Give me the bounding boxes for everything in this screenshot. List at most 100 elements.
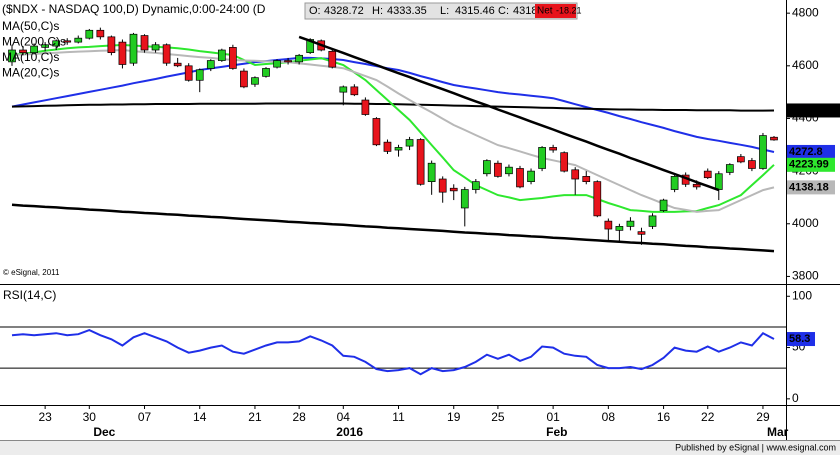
candle-body	[549, 147, 557, 151]
candle-body	[659, 199, 668, 211]
x-tick-label: 23	[38, 410, 52, 424]
candle-body	[251, 77, 259, 85]
candle-body	[372, 118, 381, 146]
candle-body	[52, 40, 61, 47]
candle-body	[692, 183, 701, 188]
legend-entry: MA(20,C)s	[2, 66, 59, 80]
x-tick-label: 04	[337, 410, 351, 424]
candle-body	[527, 170, 535, 182]
candle-body	[361, 99, 370, 115]
last-value-box	[787, 180, 835, 195]
net-box	[535, 4, 576, 18]
last-value-label: 4223.99	[789, 159, 829, 171]
ohlc-label: L:	[440, 5, 449, 17]
candle-body	[184, 65, 193, 81]
candle-body	[560, 152, 569, 172]
candle-body	[703, 170, 712, 179]
candle-body	[416, 139, 425, 185]
candle-body	[118, 41, 127, 65]
candle-body	[339, 86, 348, 93]
footer-text: Published by eSignal | www.esignal.com	[675, 442, 836, 452]
x-tick-label: 11	[392, 410, 405, 424]
last-value-label: 4138.18	[789, 181, 829, 193]
net-change: -18.21	[556, 5, 582, 15]
x-tick-label: 19	[447, 410, 461, 424]
month-label: Dec	[93, 425, 115, 439]
x-tick-label: 08	[602, 410, 616, 424]
candle-body	[670, 176, 679, 190]
candle-body	[30, 45, 38, 54]
ohlc-value: 4333.35	[387, 5, 427, 17]
candle-body	[449, 187, 458, 192]
candle-body	[195, 69, 204, 81]
candle-body	[19, 49, 27, 54]
candle-body	[604, 220, 613, 230]
candle-body	[140, 35, 149, 51]
candle-body	[637, 231, 646, 235]
candle-body	[770, 136, 778, 141]
legend-entry: MA(10,C)s	[2, 50, 59, 64]
candle-body	[626, 220, 635, 227]
ohlc-label: H:	[372, 5, 383, 17]
candle-body	[471, 181, 480, 190]
candle-body	[295, 54, 303, 63]
ohlc-label: O:	[309, 5, 321, 17]
x-tick-label: 14	[193, 410, 207, 424]
candle-body	[571, 169, 580, 180]
candle-body	[394, 147, 403, 151]
x-tick-label: 01	[546, 410, 560, 424]
ma-line	[11, 48, 775, 213]
chart-title: ($NDX - NASDAQ 100,D) Dynamic,0:00-24:00…	[2, 2, 266, 16]
candle-body	[63, 40, 72, 43]
candle-body	[350, 86, 359, 96]
candle-body	[648, 215, 657, 227]
x-tick-label: 07	[138, 410, 152, 424]
candle-body	[516, 168, 524, 188]
y-tick-label: 3800	[792, 269, 819, 283]
x-tick-label: 21	[248, 410, 262, 424]
candle-body	[328, 50, 337, 68]
x-tick-label: 25	[491, 410, 505, 424]
footer-band	[0, 441, 840, 455]
x-tick-label: 28	[292, 410, 306, 424]
candle-body	[748, 160, 756, 169]
candle-body	[582, 176, 591, 182]
candle-body	[737, 156, 745, 163]
panel-title: RSI(14,C)	[3, 288, 56, 302]
candle-body	[217, 49, 226, 61]
month-label: Feb	[546, 425, 567, 439]
watermark: © eSignal, 2011	[3, 268, 60, 277]
rsi-line	[11, 329, 775, 376]
last-value-box	[787, 332, 815, 347]
candle-body	[460, 189, 469, 209]
candle-body	[405, 139, 414, 147]
candle-body	[151, 44, 160, 51]
candle-body	[759, 135, 767, 169]
y-tick-label: 4600	[792, 58, 819, 72]
last-value-label: 4430.38	[789, 104, 829, 116]
candle-body	[427, 162, 436, 182]
y-tick-label: 4000	[792, 216, 819, 230]
ohlc-value: 4315.46	[455, 5, 495, 17]
candle-body	[206, 60, 215, 69]
candle-body	[8, 49, 16, 63]
ohlc-label: C:	[498, 5, 509, 17]
candle-body	[725, 164, 734, 173]
candle-body	[273, 60, 281, 68]
candle-body	[438, 178, 447, 193]
y-tick-label: 0	[792, 391, 799, 405]
candle-body	[538, 147, 546, 169]
x-tick-label: 22	[701, 410, 715, 424]
candle-body	[162, 44, 171, 64]
legend-entry: MA(200,C)s	[2, 35, 66, 49]
last-value-box	[787, 157, 835, 172]
trendline	[11, 203, 775, 253]
candle-body	[714, 173, 723, 190]
legend-entry: MA(50,C)s	[2, 19, 59, 33]
price-panel: 380040004200440046004800MA(50,C)s4272.8M…	[2, 2, 840, 283]
trendline	[298, 35, 720, 192]
